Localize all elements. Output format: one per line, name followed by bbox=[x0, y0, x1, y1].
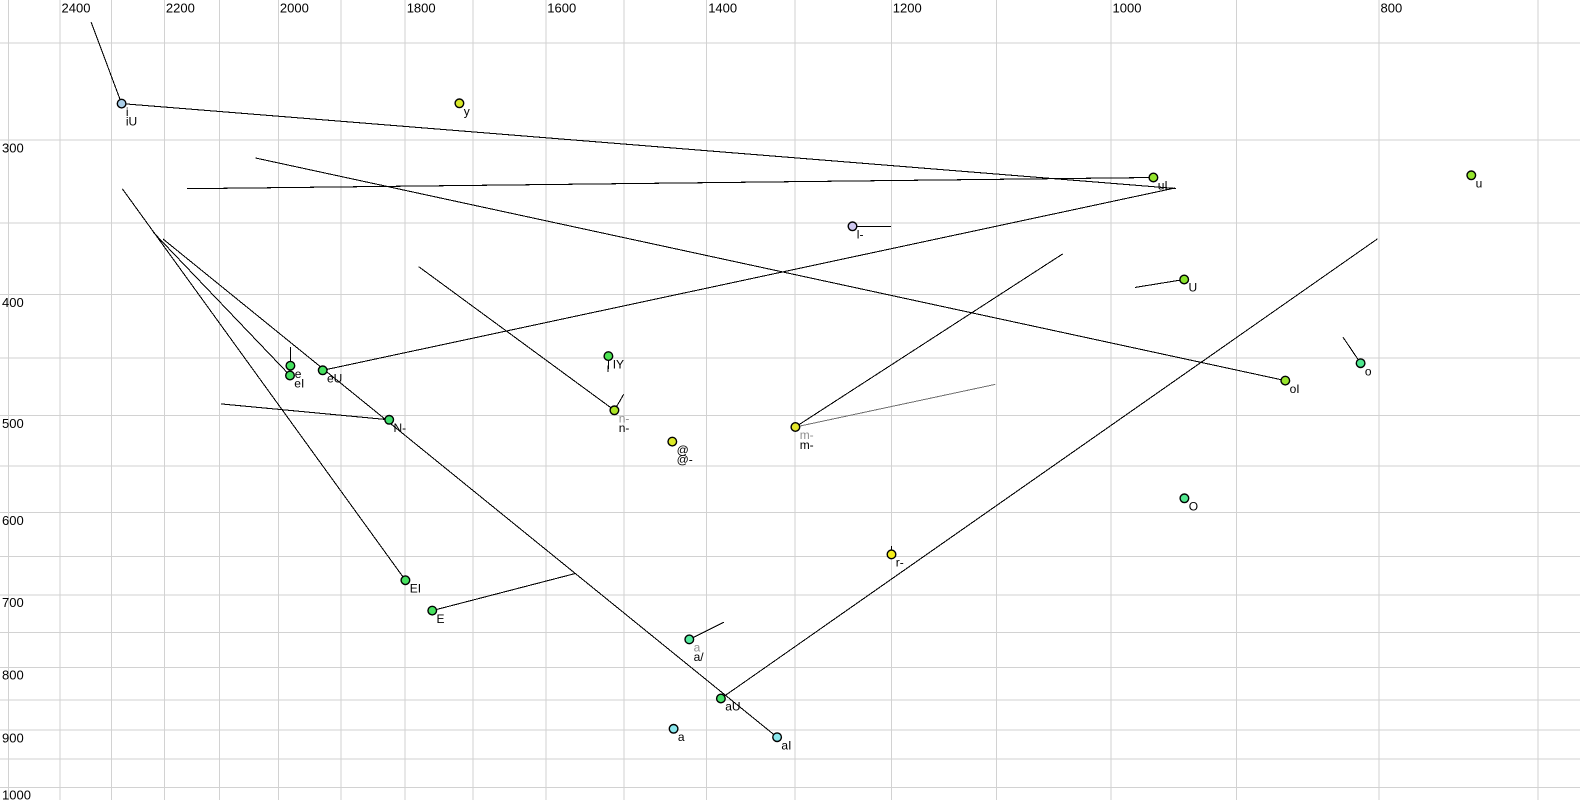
svg-text:800: 800 bbox=[2, 668, 24, 683]
svg-text:m-: m- bbox=[800, 428, 814, 442]
svg-text:u: u bbox=[1476, 177, 1483, 191]
svg-text:IY: IY bbox=[613, 357, 624, 371]
svg-text:n-: n- bbox=[619, 421, 630, 435]
svg-text:2200: 2200 bbox=[166, 0, 195, 15]
svg-text:eU: eU bbox=[327, 372, 342, 386]
svg-text:500: 500 bbox=[2, 416, 24, 431]
svg-text:uI: uI bbox=[1158, 179, 1168, 193]
svg-text:o: o bbox=[1365, 364, 1372, 378]
svg-text:2400: 2400 bbox=[62, 0, 91, 15]
svg-text:oI: oI bbox=[1290, 382, 1300, 396]
svg-text:a: a bbox=[694, 641, 701, 655]
svg-text:U: U bbox=[1189, 281, 1198, 295]
svg-text:iU: iU bbox=[126, 114, 137, 128]
svg-text:n-: n- bbox=[619, 412, 630, 426]
svg-text:900: 900 bbox=[2, 731, 24, 746]
svg-text:EI: EI bbox=[410, 581, 421, 595]
svg-text:@-: @- bbox=[677, 452, 693, 466]
svg-text:a: a bbox=[678, 730, 685, 744]
svg-text:@: @ bbox=[677, 443, 689, 457]
svg-text:O: O bbox=[1189, 500, 1198, 514]
svg-text:aU: aU bbox=[725, 700, 740, 714]
svg-text:1600: 1600 bbox=[547, 0, 576, 15]
svg-text:2000: 2000 bbox=[280, 0, 309, 15]
svg-text:700: 700 bbox=[2, 595, 24, 610]
svg-text:600: 600 bbox=[2, 513, 24, 528]
svg-text:300: 300 bbox=[2, 140, 24, 155]
svg-text:r-: r- bbox=[896, 556, 904, 570]
svg-text:1000: 1000 bbox=[1113, 0, 1142, 15]
svg-text:y: y bbox=[464, 105, 470, 119]
svg-text:aI: aI bbox=[781, 738, 791, 752]
svg-text:i: i bbox=[126, 105, 129, 119]
svg-text:N-: N- bbox=[394, 421, 407, 435]
svg-text:1400: 1400 bbox=[708, 0, 737, 15]
svg-text:eI: eI bbox=[294, 377, 304, 391]
svg-text:1800: 1800 bbox=[407, 0, 436, 15]
svg-text:400: 400 bbox=[2, 295, 24, 310]
svg-text:800: 800 bbox=[1381, 0, 1403, 15]
svg-text:1000: 1000 bbox=[2, 788, 31, 800]
svg-text:a/: a/ bbox=[694, 650, 705, 664]
svg-text:m-: m- bbox=[800, 438, 814, 452]
svg-text:l-: l- bbox=[857, 228, 864, 242]
svg-text:E: E bbox=[437, 612, 445, 626]
svg-text:e: e bbox=[295, 367, 302, 381]
svg-text:1200: 1200 bbox=[893, 0, 922, 15]
